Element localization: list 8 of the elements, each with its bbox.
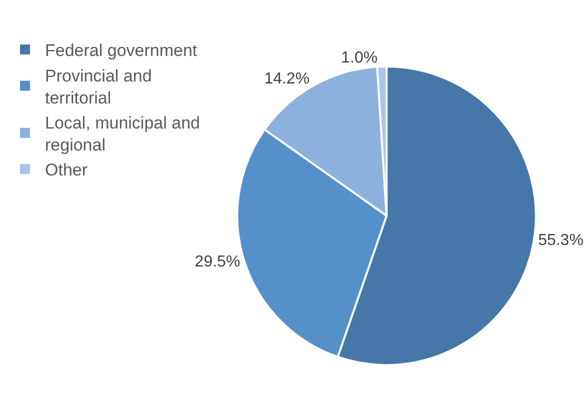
data-label: 1.0% bbox=[341, 50, 378, 67]
data-label: 29.5% bbox=[194, 254, 240, 271]
legend-label: Federal government bbox=[45, 41, 198, 60]
data-label: 55.3% bbox=[538, 232, 584, 250]
data-label: 14.2% bbox=[264, 70, 310, 88]
legend-label: Provincial and territorial bbox=[45, 66, 152, 108]
legend-label: Local, municipal and regional bbox=[45, 113, 200, 155]
legend-label: Other bbox=[45, 160, 88, 180]
